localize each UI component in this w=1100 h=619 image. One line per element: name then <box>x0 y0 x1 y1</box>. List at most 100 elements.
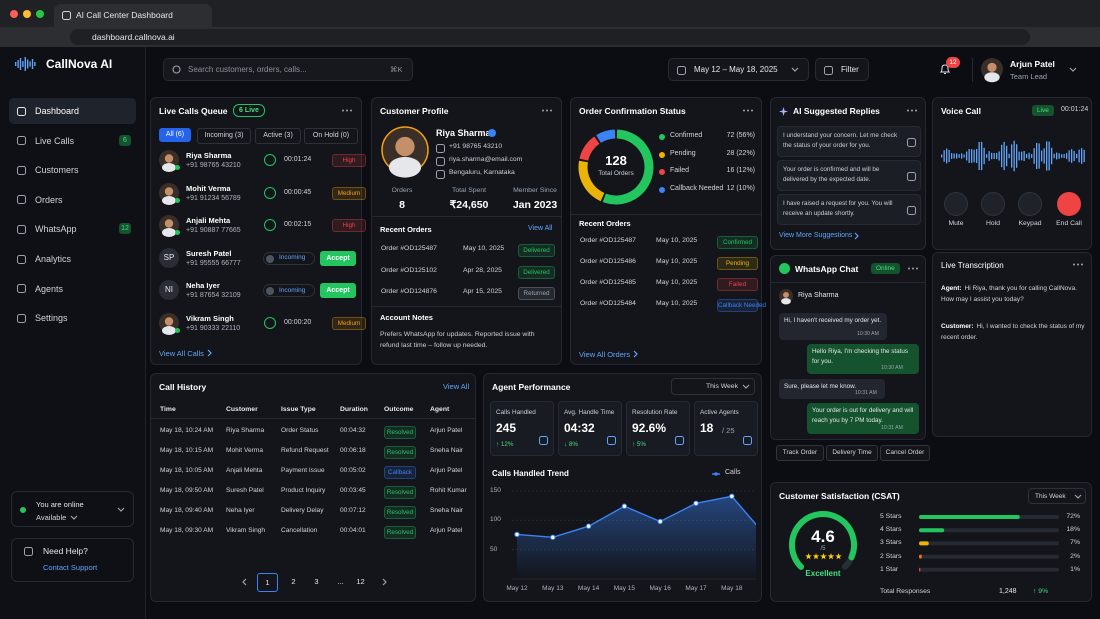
nav-label[interactable]: Orders <box>35 194 63 205</box>
nav-item[interactable]: Orders <box>9 187 136 213</box>
window-control[interactable] <box>36 10 44 18</box>
table-cell: 00:07:12 <box>340 507 366 514</box>
nav-label[interactable]: Live Calls <box>35 135 75 146</box>
live-calls-panel: Live Calls Queue 6 Live All (6) Incoming (3… <box>150 97 366 365</box>
page-button[interactable]: 2 <box>291 577 296 586</box>
nav-item[interactable]: Settings <box>9 305 136 331</box>
chevron <box>1069 67 1077 72</box>
search-shortcut: ⌘K <box>390 65 403 74</box>
wave-bar <box>956 153 958 159</box>
page-button[interactable]: 1 <box>257 573 278 592</box>
filter-tab[interactable]: Active (3) <box>255 128 301 144</box>
filter-tab[interactable]: All (6) <box>159 128 191 142</box>
table-cell: Refund Request <box>281 447 329 454</box>
nav-label[interactable]: Customers <box>35 165 79 176</box>
stat-value: ₹24,650 <box>449 199 489 211</box>
control-button[interactable] <box>1057 192 1081 216</box>
data-point <box>657 518 663 525</box>
period-dropdown[interactable]: This Week <box>671 378 755 395</box>
quick-reply[interactable]: Track Order <box>776 445 824 461</box>
phone-icon <box>264 186 276 199</box>
nav-item[interactable]: Customers <box>9 157 136 183</box>
wave-bar <box>1026 154 1028 158</box>
online-dot <box>175 197 180 203</box>
search-box[interactable]: Search customers, orders, calls... ⌘K <box>163 58 413 81</box>
filter-button[interactable]: Filter <box>815 58 869 81</box>
transcript-line: Agent: Hi Riya, thank you for calling Cal… <box>941 283 1087 313</box>
window-control[interactable] <box>23 10 31 18</box>
message-text: Your order is out for delivery and will … <box>812 407 914 424</box>
reply-card[interactable]: Your order is confirmed and will be deli… <box>777 160 921 191</box>
menu-icon <box>542 109 552 112</box>
icon <box>675 436 684 445</box>
caller-phone: +91 98765 43210 <box>186 162 241 169</box>
accept-button[interactable]: Accept <box>320 250 356 266</box>
reply-card[interactable]: I have raised a request for you. You wil… <box>777 194 921 225</box>
address-bar[interactable]: dashboard.callnova.ai <box>70 29 1030 45</box>
control-button[interactable] <box>944 192 968 216</box>
date-range[interactable]: May 12 – May 18, 2025 <box>668 58 809 81</box>
nav-item[interactable]: Analytics <box>9 246 136 272</box>
page-button[interactable]: ... <box>337 577 344 586</box>
caller-name: Riya Sharma <box>186 151 232 160</box>
nav-item[interactable]: Agents <box>9 276 136 302</box>
nav-item[interactable]: Live Calls 6 <box>9 128 136 154</box>
nav-item[interactable]: WhatsApp 12 <box>9 216 136 242</box>
outcome-tag: Resolved <box>384 426 416 439</box>
icon-shape <box>17 106 26 116</box>
filter-tab[interactable]: On Hold (0) <box>304 128 358 144</box>
user-name: Arjun Patel <box>1010 59 1055 69</box>
legend-value: 72 (56%) <box>726 132 755 139</box>
icon <box>24 547 33 556</box>
view-more-link[interactable]: View More Suggestions <box>779 232 853 239</box>
avatar-body <box>162 195 176 205</box>
browser-tab[interactable]: AI Call Center Dashboard <box>54 4 212 27</box>
icon <box>907 138 916 147</box>
avatar <box>159 182 179 205</box>
order-id: Order #OD125484 <box>580 300 636 307</box>
window-control[interactable] <box>10 10 18 18</box>
nav-label[interactable]: Agents <box>35 283 64 294</box>
wave-bar <box>958 154 960 158</box>
logo-bar <box>24 57 26 71</box>
page-button[interactable]: 12 <box>356 577 365 586</box>
wave-bar <box>1076 153 1078 159</box>
status-state: Available <box>36 513 67 522</box>
accept-button[interactable]: Accept <box>320 283 356 299</box>
control-button[interactable] <box>981 192 1005 216</box>
wave-bar <box>1048 141 1050 171</box>
help-link[interactable]: Contact Support <box>43 563 98 572</box>
view-all-link[interactable]: View All Calls <box>159 349 204 358</box>
outcome-tag: Resolved <box>384 446 416 459</box>
nav-label[interactable]: WhatsApp <box>35 224 77 235</box>
view-all-link[interactable]: View All <box>443 382 470 391</box>
filter-label[interactable]: Filter <box>841 65 859 74</box>
total-value: 1,248 <box>999 588 1017 595</box>
wave-bar <box>1071 149 1073 163</box>
nav-label[interactable]: Analytics <box>35 254 72 264</box>
avatar-face <box>164 154 174 163</box>
agent-performance-panel: Agent Performance This Week Calls Handled 2… <box>483 373 762 602</box>
nav-item[interactable]: Dashboard <box>9 98 136 124</box>
page-button[interactable]: 3 <box>314 577 319 586</box>
online-dot <box>175 328 180 333</box>
status-box[interactable]: You are online Available <box>11 491 134 527</box>
quick-reply[interactable]: Cancel Order <box>880 445 930 461</box>
bar-label: 1 Star <box>880 565 899 573</box>
wave-bar <box>1051 147 1053 165</box>
icon <box>907 206 916 215</box>
bar-value: 18% <box>1066 526 1080 534</box>
reply-card[interactable]: I understand your concern. Let me check … <box>777 126 921 157</box>
view-all-link[interactable]: View All <box>528 225 553 232</box>
quick-reply[interactable]: Delivery Time <box>826 445 878 461</box>
nav-label[interactable]: Dashboard <box>35 106 80 116</box>
view-all-link[interactable]: View All Orders <box>579 350 631 359</box>
nav-label[interactable]: Settings <box>35 313 68 324</box>
period-dropdown[interactable]: This Week <box>1028 488 1086 504</box>
filter-tab[interactable]: Incoming (3) <box>197 128 251 144</box>
wave-bar <box>1008 153 1010 159</box>
control-button[interactable] <box>1018 192 1042 216</box>
table-cell: 00:06:18 <box>340 447 366 454</box>
order-date: May 10, 2025 <box>656 300 698 307</box>
x-tick-label: May 14 <box>577 585 600 592</box>
